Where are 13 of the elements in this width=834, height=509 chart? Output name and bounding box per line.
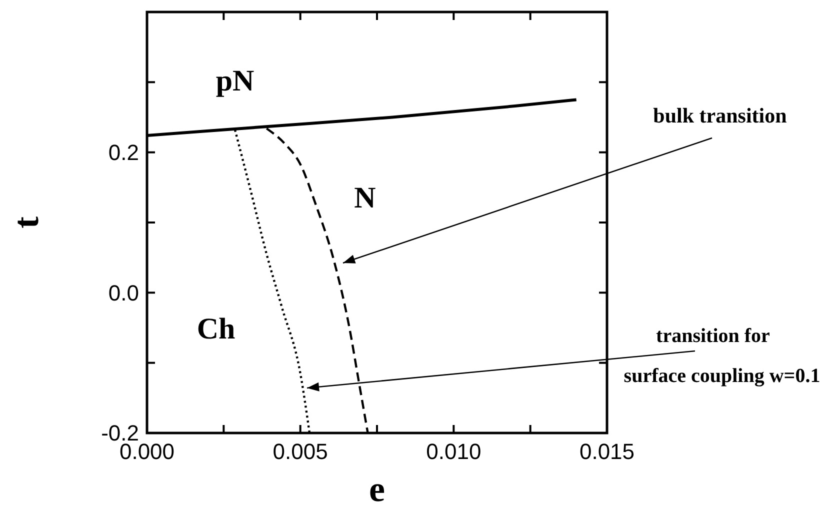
- x-axis-title: e: [369, 469, 386, 509]
- x-tick-label: 0.015: [579, 439, 635, 464]
- text: bulk transition: [653, 103, 788, 128]
- x-tick-label: 0.000: [119, 439, 175, 464]
- annotation: pN: [216, 64, 255, 98]
- y-tick-label: 0.2: [108, 140, 139, 166]
- annotation: Ch: [196, 312, 236, 346]
- text: transition for surface coupling w=0.1: [624, 325, 820, 387]
- annotation: N: [354, 182, 376, 214]
- y-tick-label: 0.0: [108, 280, 139, 306]
- y-axis-title: t: [6, 216, 46, 228]
- x-tick-label: 0.010: [426, 439, 482, 464]
- x-tick-label: 0.005: [272, 439, 328, 464]
